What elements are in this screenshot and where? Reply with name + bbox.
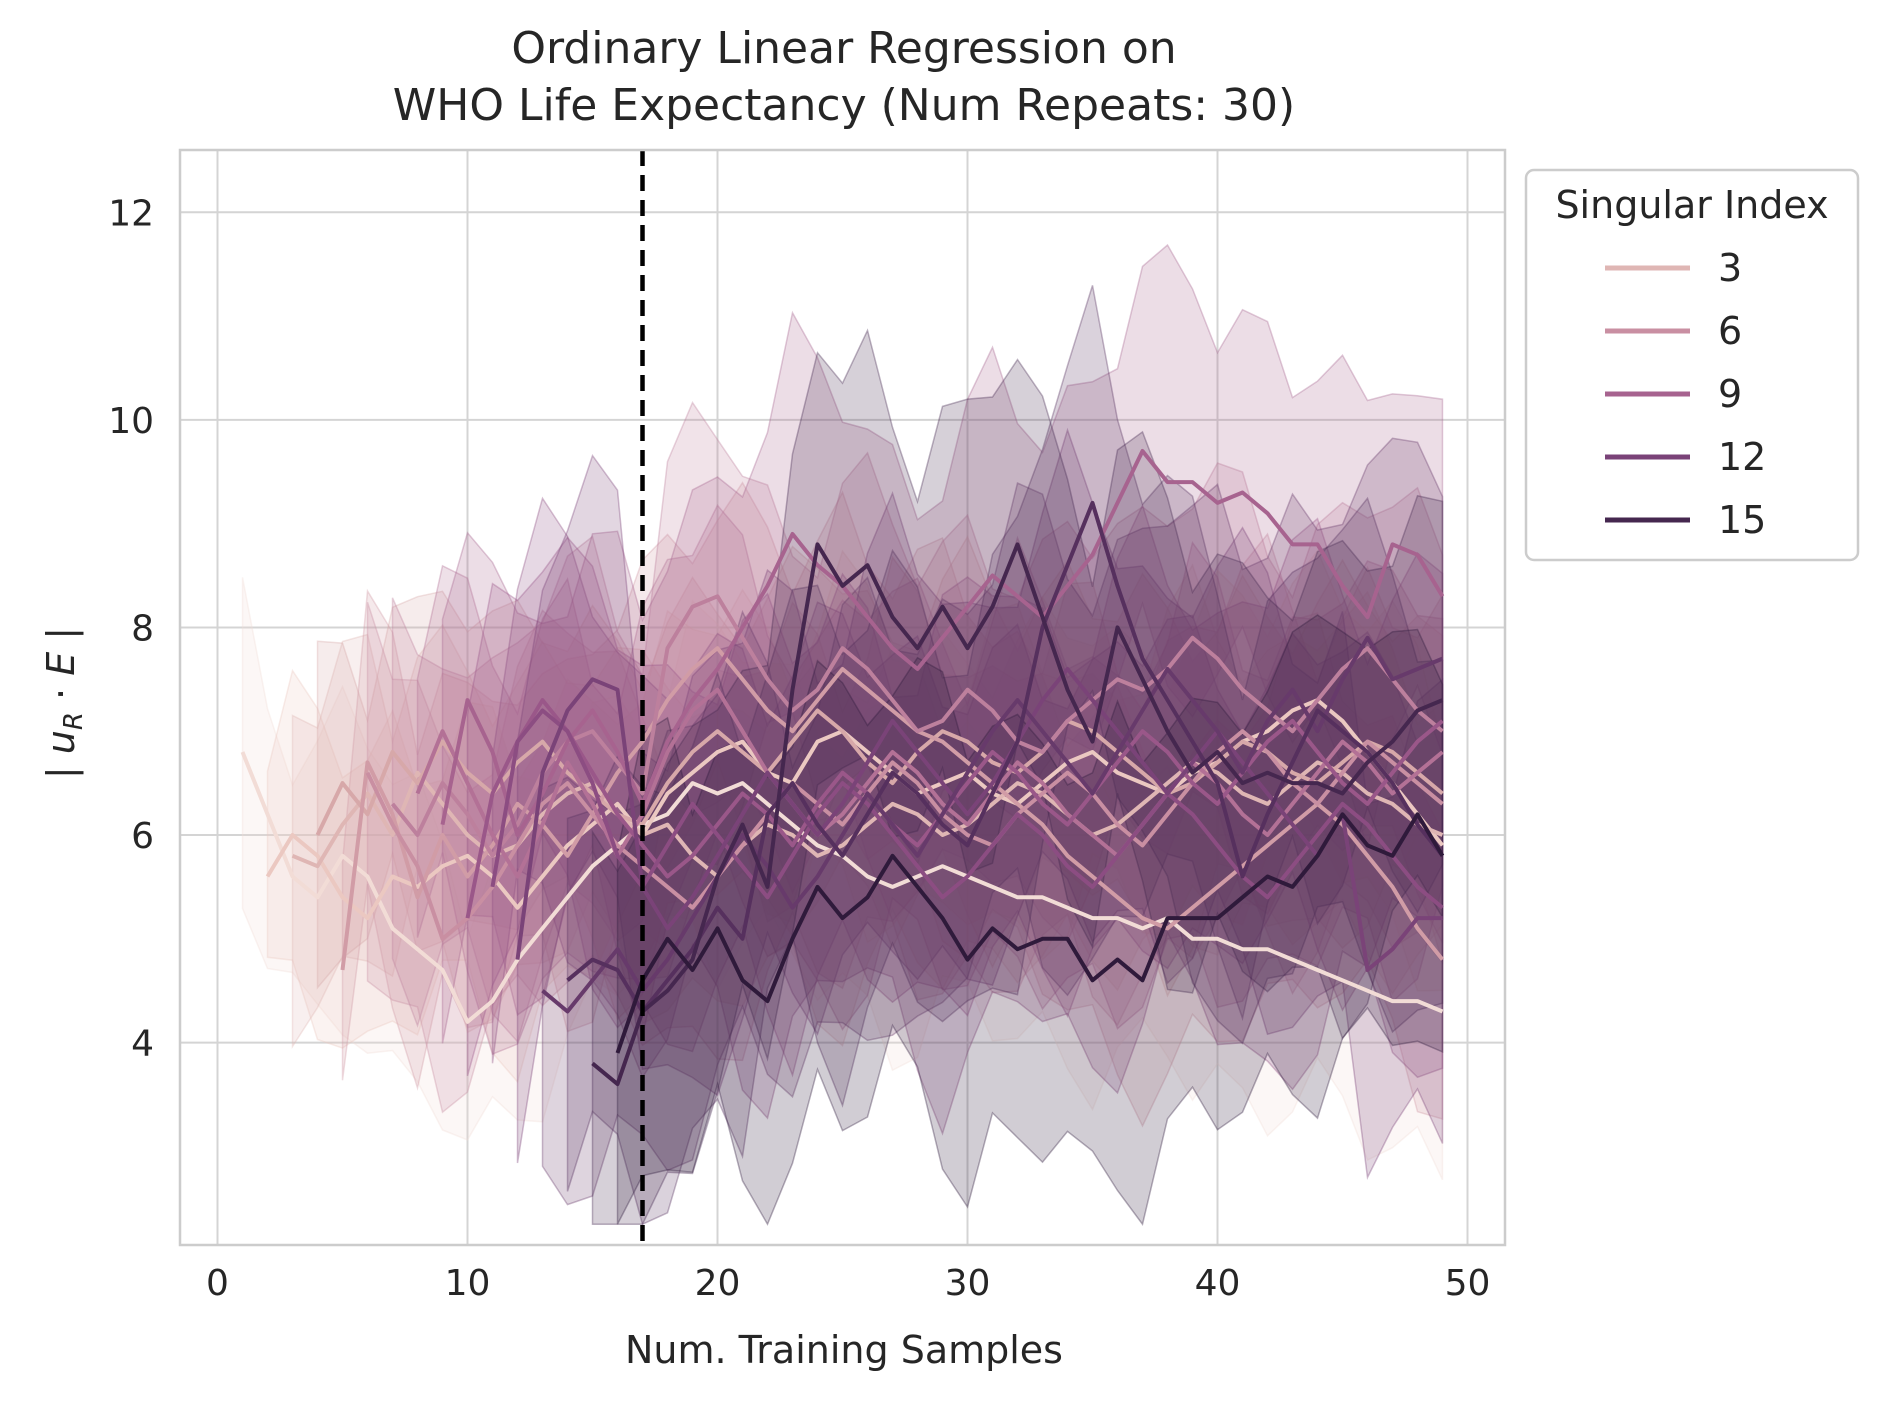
y-axis-label-subscript: R [59, 712, 89, 730]
series-line-index-14 [566, 500, 1445, 1014]
chart-title-line-2: WHO Life Expectancy (Num Repeats: 30) [393, 80, 1295, 131]
plot-frame [178, 148, 1507, 1247]
series-lines [240, 449, 1445, 1087]
confidence-band-index-9 [441, 243, 1444, 1044]
x-tick-label: 0 [206, 1263, 229, 1304]
y-axis-label: | uR · E | [39, 627, 89, 779]
series-line-index-12 [515, 667, 1443, 972]
confidence-band-index-16 [616, 614, 1444, 1226]
legend-title: Singular Index [1555, 183, 1828, 227]
series-line-index-9 [440, 449, 1445, 837]
y-tick-label: 10 [108, 401, 154, 442]
legend-label-6: 6 [1718, 309, 1742, 353]
series-line-index-13 [541, 635, 1444, 1014]
series-line-index-11 [490, 708, 1444, 910]
x-tick-label: 50 [1445, 1263, 1491, 1304]
x-tick-labels: 0 10 20 30 40 50 [206, 1263, 1490, 1304]
x-tick-label: 20 [695, 1263, 741, 1304]
y-tick-label: 8 [131, 608, 154, 649]
svg-text:| uR · E |: | uR · E | [39, 627, 89, 779]
y-tick-label: 4 [131, 1024, 154, 1065]
series-line-index-2 [265, 698, 1445, 921]
y-tick-label: 12 [108, 193, 154, 234]
legend-label-12: 12 [1718, 435, 1766, 479]
legend-entries: 3 6 9 12 15 [1605, 246, 1766, 542]
x-tick-label: 30 [945, 1263, 991, 1304]
confidence-band-index-7 [391, 401, 1444, 1044]
y-tick-labels: 4 6 8 10 12 [108, 193, 154, 1064]
series-line-index-15 [591, 542, 1444, 1087]
legend-box [1524, 168, 1860, 562]
series-line-index-3 [291, 760, 1444, 879]
x-tick-label: 10 [445, 1263, 491, 1304]
x-axis-label: Num. Training Samples [625, 1328, 1063, 1372]
confidence-band-index-14 [566, 285, 1444, 1226]
confidence-band-index-12 [516, 427, 1444, 1181]
chart-title-line-1: Ordinary Linear Regression on [511, 23, 1176, 74]
x-tick-label: 40 [1195, 1263, 1241, 1304]
series-line-index-8 [415, 687, 1444, 879]
series-line-index-16 [615, 812, 1445, 1054]
legend-label-15: 15 [1718, 498, 1766, 542]
y-axis-label-vector: u [39, 730, 83, 754]
y-tick-label: 6 [131, 816, 154, 857]
legend: Singular Index 3 6 9 12 15 [1524, 168, 1860, 562]
legend-label-3: 3 [1718, 246, 1742, 290]
legend-label-9: 9 [1718, 372, 1742, 416]
